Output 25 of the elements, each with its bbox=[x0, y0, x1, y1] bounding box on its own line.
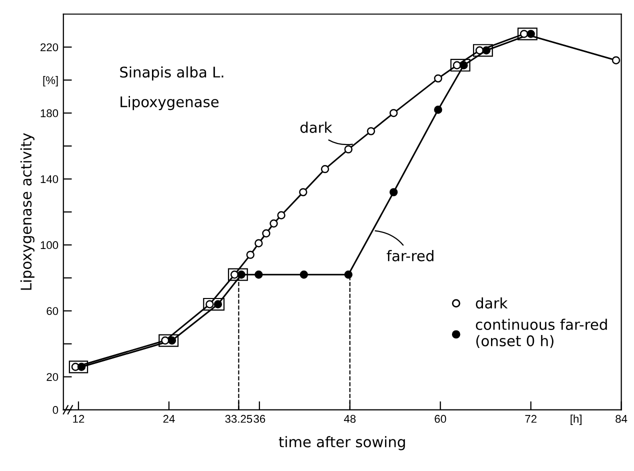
x-tick-label: 24 bbox=[163, 414, 175, 423]
x-tick-label: 12 bbox=[73, 414, 84, 423]
x-tick-label: 84 bbox=[616, 414, 628, 423]
annotation: far-red bbox=[386, 250, 434, 262]
y-tick-label: 220 bbox=[40, 43, 58, 52]
y-tick-label: 100 bbox=[40, 241, 58, 250]
x-tick-label: 33.25 bbox=[225, 414, 252, 423]
legend-label: dark bbox=[476, 297, 508, 309]
legend-label: continuous far-red (onset 0 h) bbox=[476, 318, 607, 348]
y-tick-label: 180 bbox=[40, 109, 58, 118]
x-tick-label: 72 bbox=[525, 414, 536, 423]
x-tick-label: 48 bbox=[344, 414, 356, 423]
annotation: Lipoxygenase bbox=[120, 96, 219, 110]
x-tick-label: 60 bbox=[434, 414, 446, 423]
x-tick-label: 36 bbox=[254, 414, 266, 423]
annotation: Sinapis alba L. bbox=[120, 66, 224, 80]
x-tick-label: [h] bbox=[570, 414, 582, 425]
y-axis-title: Lipoxygenase activity bbox=[20, 133, 34, 290]
y-tick-label: 0 bbox=[52, 406, 58, 414]
annotation: dark bbox=[300, 122, 332, 133]
y-tick-label: 60 bbox=[46, 307, 58, 315]
x-axis-title: time after sowing bbox=[278, 436, 405, 450]
y-tick-label: [%] bbox=[43, 76, 58, 86]
y-tick-label: 20 bbox=[46, 373, 58, 381]
y-tick-label: 140 bbox=[40, 175, 58, 184]
